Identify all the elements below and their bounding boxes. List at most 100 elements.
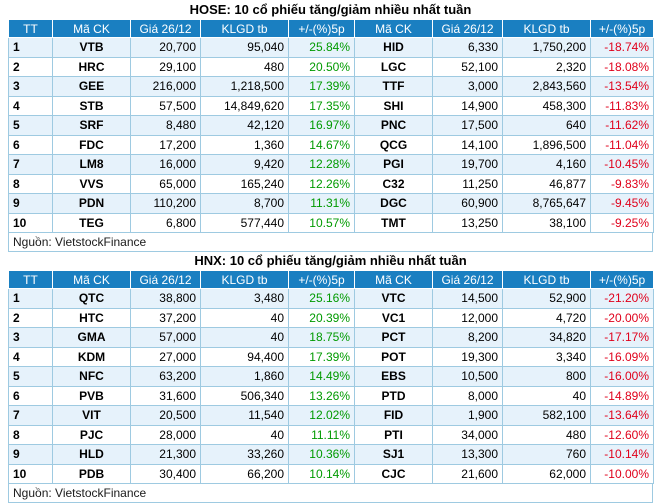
table-cell: 1,218,500	[200, 76, 289, 97]
table-cell: 62,000	[502, 463, 591, 484]
table-cell: 582,100	[502, 405, 591, 426]
table-cell: 3,340	[502, 346, 591, 367]
table-cell: 31,600	[130, 385, 201, 406]
table-cell: 165,240	[200, 173, 289, 194]
hose-table: TT Mã CK Giá 26/12 KLGD tb +/-(%)5p Mã CK Giá …	[8, 19, 654, 233]
table-cell: 4	[8, 346, 53, 367]
table-cell: 4,160	[502, 154, 591, 175]
hose-header-cell: KLGD tb	[502, 19, 591, 38]
table-cell: -16.00%	[590, 366, 654, 387]
table-cell: LM8	[52, 154, 131, 175]
table-cell: HLD	[52, 444, 131, 465]
table-cell: 458,300	[502, 95, 591, 116]
table-row: 7 VIT 20,500 11,540 12.02% FID 1,900 582,100 -13…	[8, 405, 654, 426]
table-cell: 17.39%	[288, 76, 355, 97]
table-cell: 94,400	[200, 346, 289, 367]
table-cell: 33,260	[200, 444, 289, 465]
table-cell: 6	[8, 385, 53, 406]
hose-table-body: 1 VTB 20,700 95,040 25.84% HID 6,330 1,750,200-…	[8, 37, 654, 233]
table-cell: VIT	[52, 405, 131, 426]
table-cell: 10,500	[432, 366, 503, 387]
table-row: 5 NFC 63,200 1,860 14.49% EBS 10,500 800 -16.00%	[8, 366, 654, 387]
table-cell: 11.11%	[288, 424, 355, 445]
table-cell: 480	[502, 424, 591, 445]
table-cell: 60,900	[432, 193, 503, 214]
hose-header-cell: +/-(%)5p	[590, 19, 654, 38]
table-cell: 52,900	[502, 288, 591, 309]
table-cell: 18.75%	[288, 327, 355, 348]
table-cell: 9,420	[200, 154, 289, 175]
table-cell: 6	[8, 134, 53, 155]
table-cell: 8,765,647	[502, 193, 591, 214]
table-cell: 8	[8, 173, 53, 194]
table-cell: 40	[502, 385, 591, 406]
table-cell: 1,860	[200, 366, 289, 387]
table-cell: VC1	[354, 307, 433, 328]
table-cell: 577,440	[200, 212, 289, 233]
table-cell: 13.26%	[288, 385, 355, 406]
hose-header-cell: Mã CK	[52, 19, 131, 38]
table-cell: 2,843,560	[502, 76, 591, 97]
table-cell: 11,250	[432, 173, 503, 194]
table-cell: -13.54%	[590, 76, 654, 97]
table-cell: HTC	[52, 307, 131, 328]
table-cell: 4,720	[502, 307, 591, 328]
hnx-header-cell: Giá 26/12	[130, 270, 201, 289]
table-cell: 20,500	[130, 405, 201, 426]
table-row: 1 QTC 38,800 3,480 25.16% VTC 14,500 52,900 -21.…	[8, 288, 654, 309]
hose-header-cell: TT	[8, 19, 53, 38]
table-cell: 57,000	[130, 327, 201, 348]
table-cell: 40	[200, 307, 289, 328]
table-cell: QTC	[52, 288, 131, 309]
table-cell: 5	[8, 115, 53, 136]
hnx-header-cell: KLGD tb	[200, 270, 289, 289]
table-cell: -17.17%	[590, 327, 654, 348]
table-cell: 14,849,620	[200, 95, 289, 116]
table-cell: 14,100	[432, 134, 503, 155]
table-row: 5 SRF 8,480 42,120 16.97% PNC 17,500 640 -11.62%	[8, 115, 654, 136]
table-cell: 110,200	[130, 193, 201, 214]
table-cell: 5	[8, 366, 53, 387]
table-cell: 1,900	[432, 405, 503, 426]
table-cell: DGC	[354, 193, 433, 214]
table-cell: 17.35%	[288, 95, 355, 116]
table-cell: 65,000	[130, 173, 201, 194]
table-cell: 14.67%	[288, 134, 355, 155]
table-cell: 40	[200, 424, 289, 445]
table-cell: QCG	[354, 134, 433, 155]
table-cell: 46,877	[502, 173, 591, 194]
table-row: 8 VVS 65,000 165,240 12.26% C32 11,250 46,877 -9…	[8, 173, 654, 194]
table-cell: FID	[354, 405, 433, 426]
table-cell: 1	[8, 288, 53, 309]
table-row: 2 HTC 37,200 40 20.39% VC1 12,000 4,720 -20.00%	[8, 307, 654, 328]
table-cell: 1,750,200	[502, 37, 591, 58]
table-cell: 28,000	[130, 424, 201, 445]
hnx-header-cell: Giá 26/12	[432, 270, 503, 289]
hnx-header-cell: +/-(%)5p	[590, 270, 654, 289]
table-cell: -10.00%	[590, 463, 654, 484]
table-cell: 8,700	[200, 193, 289, 214]
table-cell: PCT	[354, 327, 433, 348]
table-cell: PDB	[52, 463, 131, 484]
table-cell: TMT	[354, 212, 433, 233]
table-cell: -12.60%	[590, 424, 654, 445]
table-cell: -11.62%	[590, 115, 654, 136]
table-cell: HID	[354, 37, 433, 58]
table-cell: 9	[8, 444, 53, 465]
hose-source: Nguồn: VietstockFinance	[8, 233, 653, 252]
table-cell: 20,700	[130, 37, 201, 58]
table-cell: NFC	[52, 366, 131, 387]
table-cell: 13,250	[432, 212, 503, 233]
table-cell: -9.83%	[590, 173, 654, 194]
hnx-section: HNX: 10 cổ phiếu tăng/giảm nhiều nhất tu…	[8, 251, 654, 503]
table-cell: -10.45%	[590, 154, 654, 175]
table-cell: 21,600	[432, 463, 503, 484]
table-cell: 10	[8, 463, 53, 484]
hnx-header-cell: Mã CK	[52, 270, 131, 289]
table-cell: 13,300	[432, 444, 503, 465]
table-cell: 14,500	[432, 288, 503, 309]
hnx-title: HNX: 10 cổ phiếu tăng/giảm nhiều nhất tu…	[194, 253, 467, 268]
table-cell: 12,000	[432, 307, 503, 328]
table-row: 8 PJC 28,000 40 11.11% PTI 34,000 480 -12.60%	[8, 424, 654, 445]
table-cell: HRC	[52, 56, 131, 77]
